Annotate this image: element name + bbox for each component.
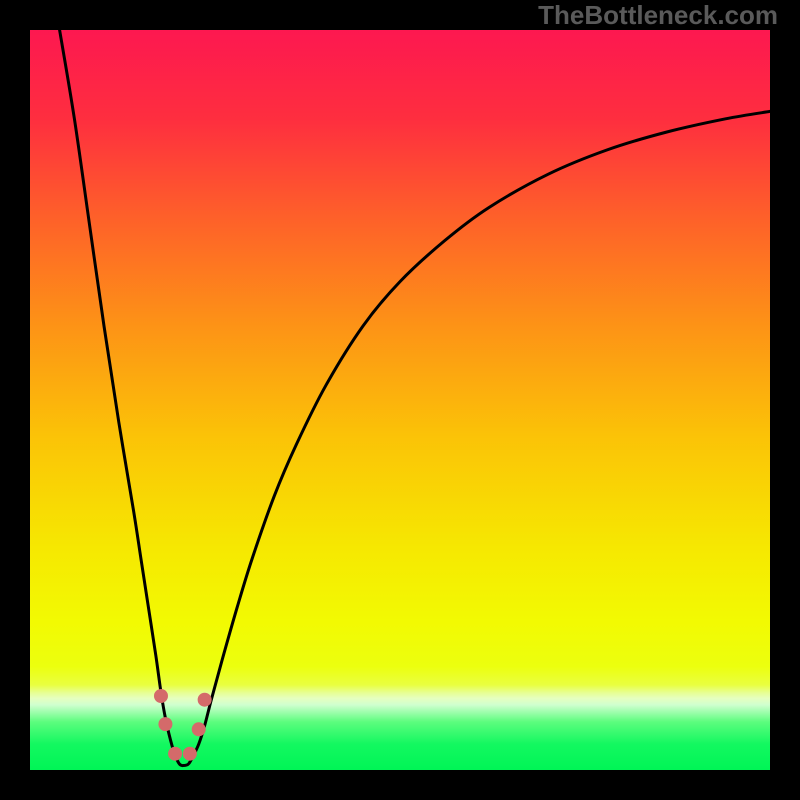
chart-svg xyxy=(30,30,770,770)
dip-marker xyxy=(168,747,182,761)
watermark-text: TheBottleneck.com xyxy=(538,0,778,31)
plot-area xyxy=(30,30,770,770)
dip-marker xyxy=(154,689,168,703)
gradient-background xyxy=(30,30,770,770)
dip-marker xyxy=(192,722,206,736)
dip-marker xyxy=(158,717,172,731)
dip-marker xyxy=(198,693,212,707)
dip-marker xyxy=(183,747,197,761)
